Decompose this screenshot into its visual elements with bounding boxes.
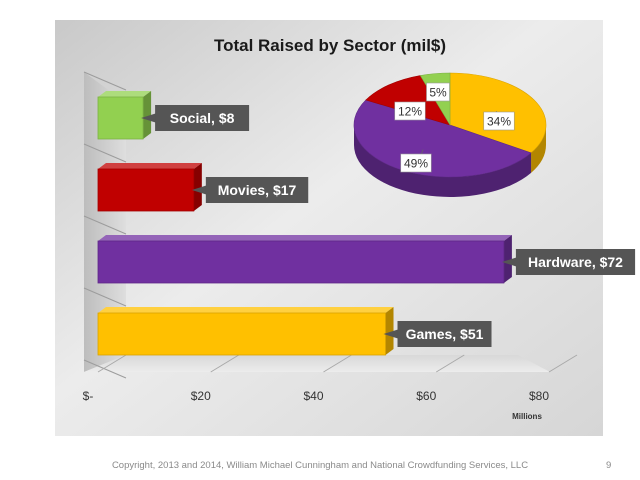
label-box [155,105,250,131]
floor-gridline [435,354,465,373]
bar-front-face [97,168,195,212]
label-pointer [501,257,518,267]
x-tick-label: $40 [303,389,323,403]
x-tick-label: $60 [416,389,436,403]
pie-label-box [426,82,450,102]
label-pointer [383,329,400,339]
wall-gridline [83,215,127,235]
x-axis-label: Millions [512,412,542,421]
pie-slice-movies [365,75,451,126]
pie-label-box [400,153,432,173]
floor-gridline [210,354,240,373]
label-text: Movies, $17 [218,182,297,198]
wall-gridline [83,143,127,163]
bar-series: Social, $8 Movies, $17 Hardware, $72 Games,… [97,91,636,356]
wall-gridline [83,359,127,379]
bar-data-label: Hardware, $72 [501,249,636,275]
chart-title: Total Raised by Sector (mil$) [214,36,446,55]
bar-top-face [98,235,512,241]
x-tick-label: $20 [191,389,211,403]
pie-label-social: 5% [429,86,447,100]
bar-hardware: Hardware, $72 [97,235,636,284]
bar-side-face [193,163,202,211]
chart-back-wall [84,72,126,372]
pie-side-hardware [354,125,532,198]
label-pointer [141,113,158,123]
label-box [397,321,492,347]
wall-gridline [83,287,127,307]
label-box [515,249,636,275]
bar-top-face [98,91,152,97]
pie-label-box [394,101,426,121]
bar-chart-plot: Social, $8 Movies, $17 Hardware, $72 Games,… [83,71,636,421]
bar-top-face [98,307,394,313]
chart-floor [84,355,550,372]
bar-social: Social, $8 [97,91,250,140]
slide-number: 9 [606,460,612,471]
pie-chart: 34% 49% 12% 5% [353,72,547,198]
floor-gridline [97,354,127,373]
bar-top-face [98,163,202,169]
bar-front-face [97,312,386,356]
bar-front-face [97,96,144,140]
label-text: Games, $51 [406,326,484,342]
bar-side-face [503,235,512,283]
bar-data-label: Social, $8 [141,105,250,131]
x-tick-label: $80 [529,389,549,403]
pie-label-movies: 12% [398,105,422,119]
label-box [205,177,309,203]
pie-side-games [531,125,546,173]
chart-background [55,20,603,436]
label-text: Hardware, $72 [528,254,623,270]
label-pointer [191,185,208,195]
bar-gridlines [83,71,578,379]
x-axis-tick-labels: $- $20 $40 $60 $80 [83,389,550,403]
bar-movies: Movies, $17 [97,163,309,212]
label-text: Social, $8 [170,110,235,126]
pie-label-box [483,111,515,131]
wall-gridline [83,71,127,91]
bar-front-face [97,240,505,284]
floor-gridline [323,354,352,373]
floor-gridline [548,354,578,373]
pie-label-games: 34% [487,115,511,129]
bar-data-label: Games, $51 [383,321,492,347]
slide-footer: Copyright, 2013 and 2014, William Michae… [0,460,640,480]
bar-data-label: Movies, $17 [191,177,309,203]
copyright-text: Copyright, 2013 and 2014, William Michae… [111,460,529,471]
bar-side-face [385,307,394,355]
bar-games: Games, $51 [97,307,492,356]
pie-label-hardware: 49% [404,157,428,171]
x-tick-label: $- [83,389,94,403]
bar-side-face [143,91,152,139]
